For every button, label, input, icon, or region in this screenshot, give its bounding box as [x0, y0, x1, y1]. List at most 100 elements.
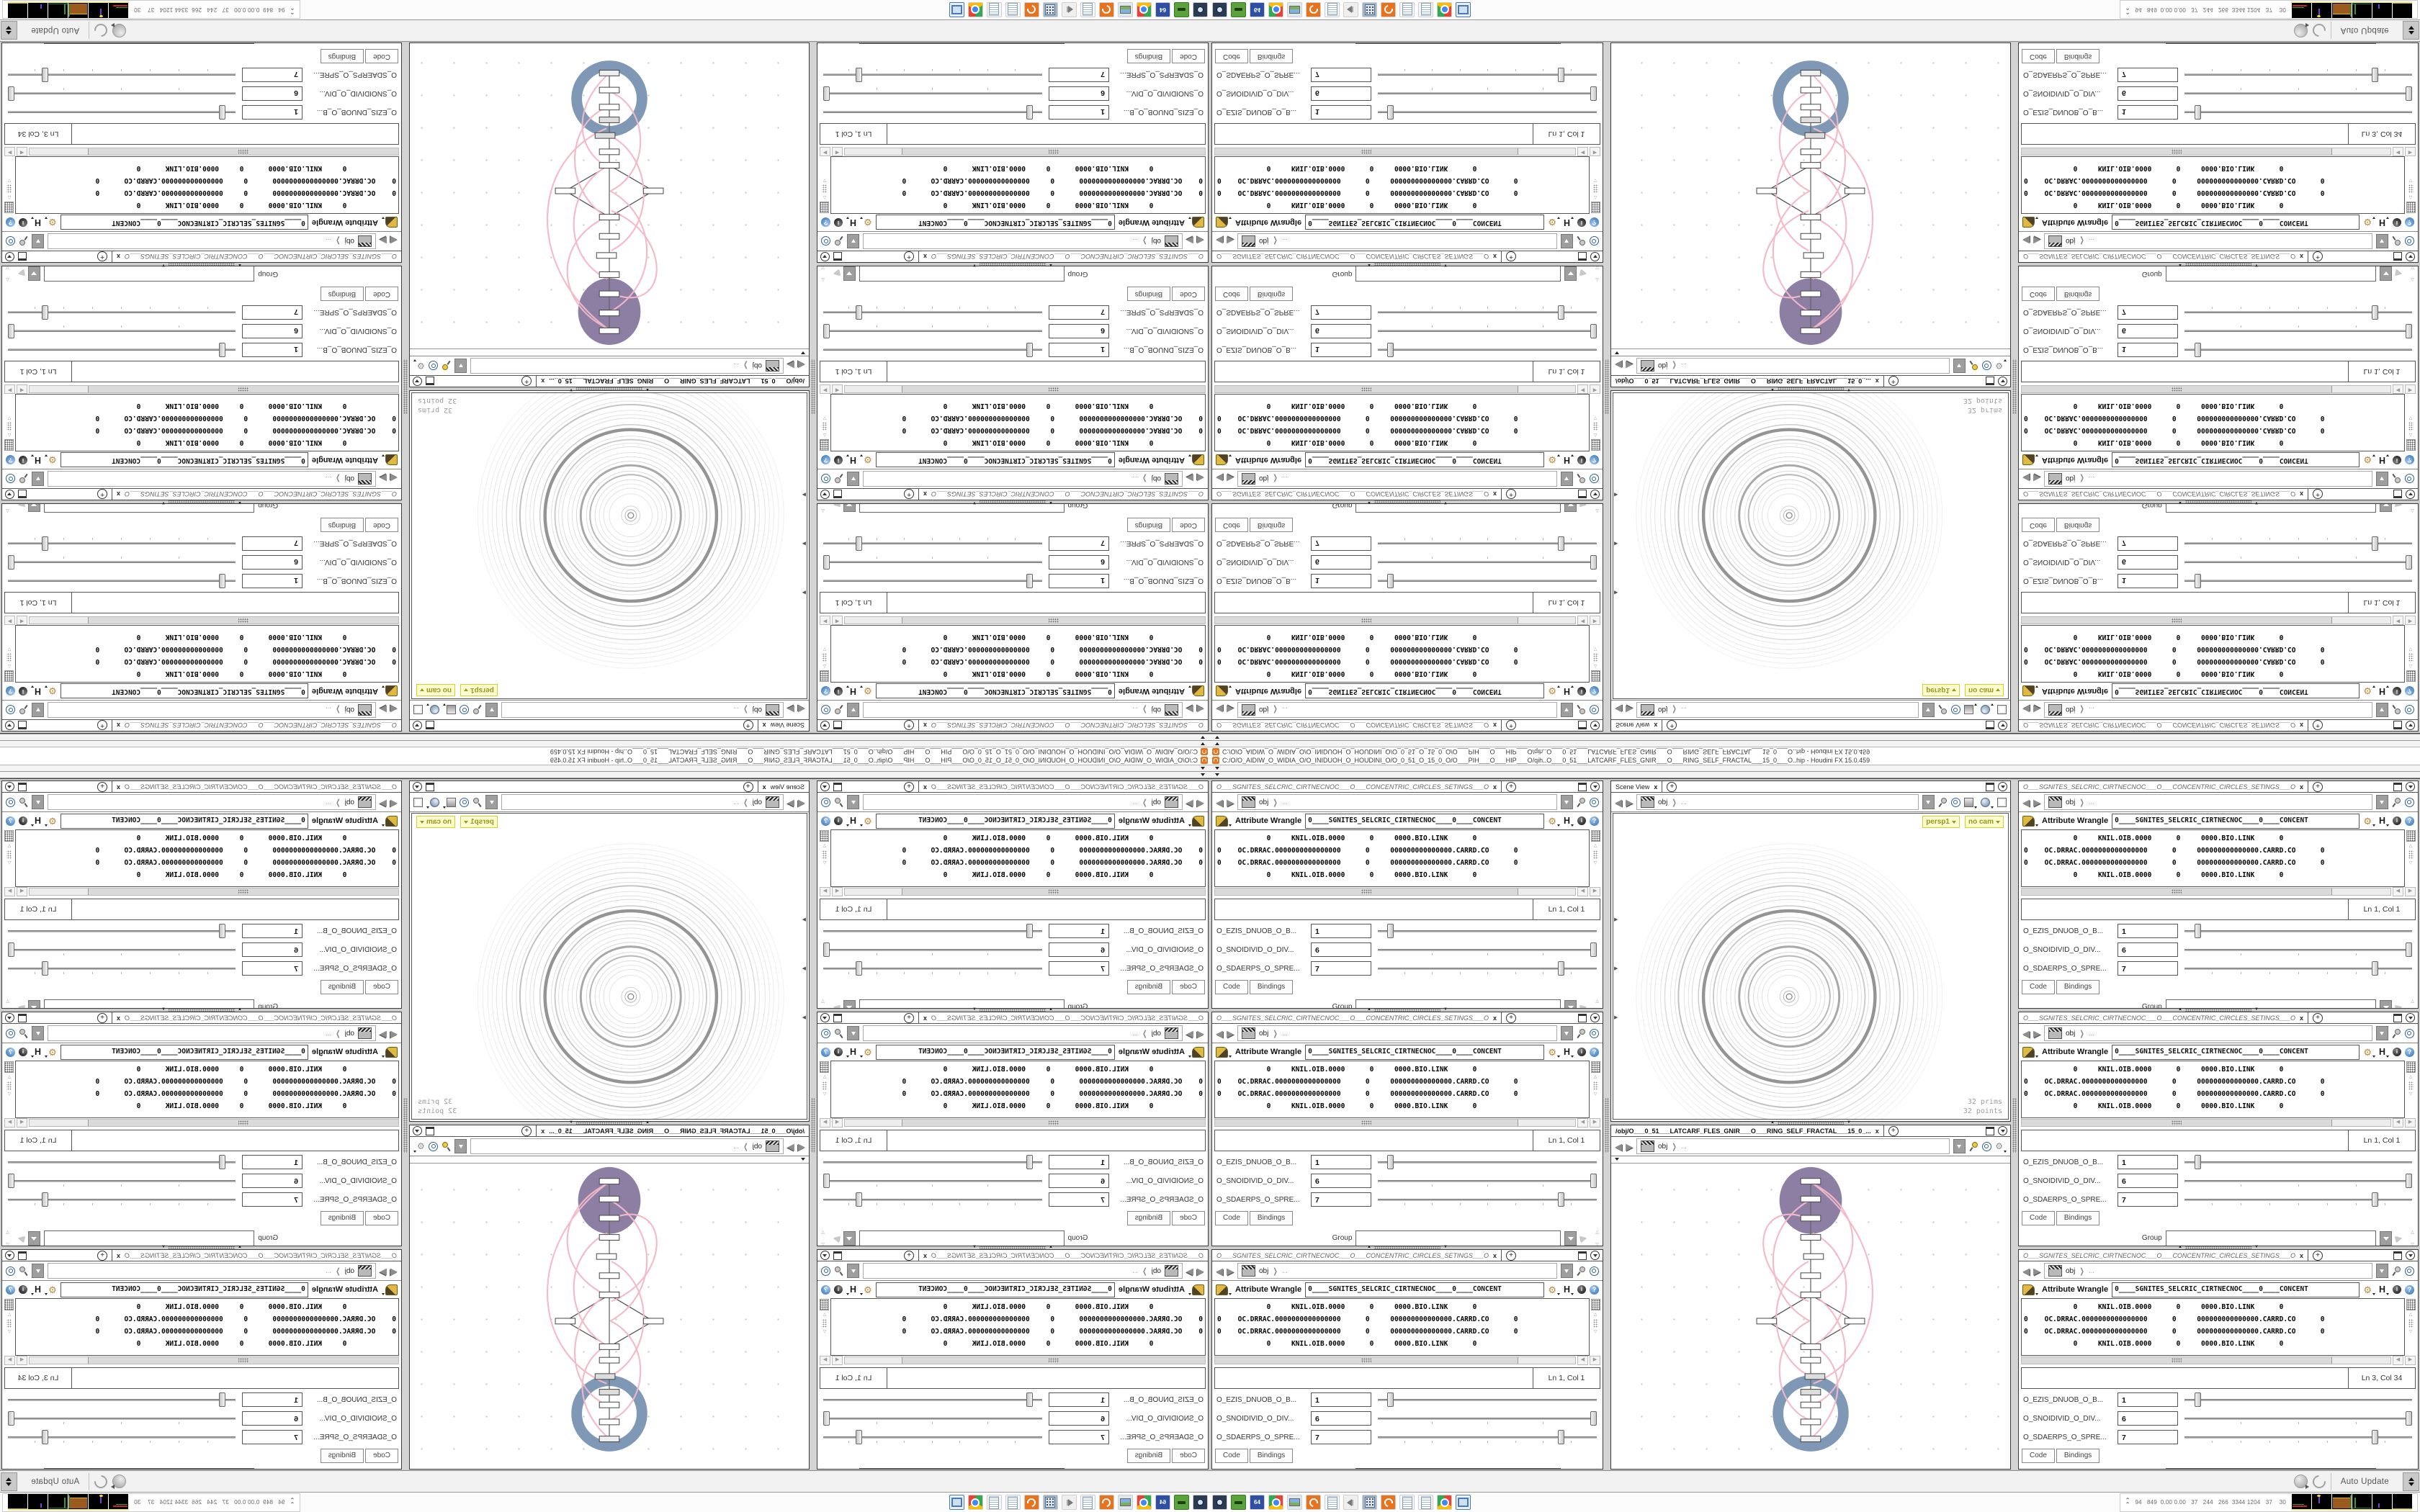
nav-forward-icon[interactable]: ▶ — [380, 235, 387, 247]
spreadsheet-rows[interactable]: 0 KNIL.OIB.0000 0 0000.BIO.LINK 0 0 OC.D… — [1214, 625, 1590, 683]
spreadsheet-hscrollbar[interactable]: ◀ ▶ — [2019, 384, 2418, 394]
pane-micro-scroll[interactable]: △▽ — [1595, 508, 1599, 513]
slider-handle[interactable] — [1590, 942, 1597, 957]
scene-viewport[interactable]: persp1 no cam ▶ ▶ ▶ 32 prims 32 points — [1613, 813, 2009, 1120]
param-slider[interactable] — [822, 1392, 1044, 1408]
hscroll-right-icon[interactable]: ▶ — [2405, 887, 2416, 896]
camera-badge[interactable]: persp1 — [460, 684, 498, 696]
path-dropdown-button[interactable] — [454, 359, 467, 373]
tab-close-icon[interactable]: x — [2299, 721, 2303, 729]
param-value-field[interactable]: 1 — [2118, 574, 2178, 588]
group-dropdown-icon[interactable] — [843, 266, 856, 282]
path-dropdown-button[interactable] — [32, 234, 44, 248]
node-type-caret-icon[interactable] — [382, 1056, 385, 1058]
nav-back-icon[interactable]: ◀ — [1216, 796, 1223, 808]
scroll-down-icon[interactable]: ▽ — [1593, 178, 1597, 182]
houdini-help-h-icon[interactable]: H — [1563, 217, 1570, 228]
tab-close-icon[interactable]: x — [2299, 1014, 2303, 1022]
vex-code-field[interactable] — [1214, 123, 1533, 145]
taskbar-calc-icon[interactable] — [1043, 1495, 1058, 1510]
breadcrumb-context[interactable]: obj — [1151, 474, 1161, 483]
group-field[interactable] — [859, 999, 1065, 1009]
new-tab-icon[interactable]: + — [1505, 1013, 1516, 1023]
hscroll-left-icon[interactable]: ◀ — [1577, 1356, 1588, 1365]
param-value-field[interactable]: 1 — [1311, 1155, 1371, 1169]
taskbar-floppy64-icon[interactable]: 64 — [1250, 2, 1265, 17]
spreadsheet-rows[interactable]: 0 KNIL.OIB.0000 0 0000.BIO.LINK 0 0 OC.D… — [1214, 1061, 1590, 1118]
network-hint-bar[interactable] — [1611, 1156, 2010, 1164]
pinned-pin-icon[interactable] — [442, 361, 451, 371]
node-type-caret-icon[interactable] — [1229, 217, 1232, 219]
param-slider[interactable] — [822, 104, 1044, 120]
no-cam-badge[interactable]: no cam — [1964, 816, 2004, 828]
tab-close-icon[interactable]: x — [1654, 721, 1658, 729]
pane-menu-icon[interactable] — [1590, 1013, 1600, 1022]
gear-icon[interactable]: ⚙ — [1548, 217, 1556, 228]
hscroll-left-icon[interactable]: ◀ — [832, 1118, 843, 1128]
path-dropdown-button[interactable] — [847, 234, 859, 248]
info-icon[interactable]: i — [1577, 816, 1586, 825]
tab-code[interactable]: Code — [1172, 980, 1205, 994]
taskbar-notepad-icon[interactable] — [1418, 2, 1433, 17]
radial-menu-icon[interactable] — [821, 797, 830, 807]
network-gear-icon[interactable]: ⚙ — [1995, 361, 2003, 371]
info-icon[interactable]: i — [1577, 456, 1586, 464]
spreadsheet-scrollbar[interactable]: △ ▽ — [1590, 625, 1600, 683]
nav-forward-icon[interactable]: ▶ — [380, 1265, 387, 1277]
hscroll-left-icon[interactable]: ◀ — [1577, 1118, 1588, 1128]
pinned-pin-icon[interactable] — [442, 1141, 451, 1151]
group-dropdown-icon[interactable] — [843, 1468, 856, 1470]
pin-icon[interactable] — [834, 1028, 843, 1038]
radial-menu-icon[interactable] — [2405, 236, 2414, 246]
param-slider[interactable] — [822, 1410, 1044, 1426]
houdini-help-h-icon[interactable]: H — [2378, 686, 2385, 696]
help-icon[interactable]: ? — [2405, 455, 2414, 465]
path-breadcrumb[interactable]: obj ❯ ... — [863, 1263, 1183, 1279]
group-pick-cursor-icon[interactable]: ▶ — [17, 1002, 26, 1009]
pane-splitter-handle[interactable] — [169, 262, 235, 266]
param-slider[interactable] — [2183, 342, 2414, 358]
slider-handle[interactable] — [2405, 942, 2412, 957]
new-tab-icon[interactable]: + — [2312, 782, 2323, 792]
spreadsheet-scrollbar[interactable]: △ ▽ — [4, 1298, 14, 1356]
vertical-splitter[interactable] — [2011, 42, 2018, 732]
node-name-field[interactable]: 0____SGNITES_SELCRIC_CIRTNECNOC____0____… — [60, 452, 308, 468]
taskbar-speaker-icon[interactable] — [1343, 1495, 1358, 1510]
group-dropdown-icon[interactable] — [1564, 266, 1577, 282]
tab-close-icon[interactable]: x — [117, 1014, 121, 1022]
spreadsheet-rows[interactable]: 0 KNIL.OIB.0000 0 0000.BIO.LINK 0 0 OC.D… — [830, 625, 1206, 683]
param-slider[interactable] — [822, 1429, 1044, 1445]
pane-menu-icon[interactable] — [820, 252, 830, 261]
nav-back-icon[interactable]: ◀ — [390, 1027, 398, 1039]
pane-maximize-icon[interactable] — [833, 252, 842, 261]
gear-icon[interactable]: ⚙ — [1548, 1046, 1556, 1058]
pane-menu-icon[interactable] — [820, 490, 830, 499]
param-slider[interactable] — [6, 1429, 237, 1445]
vex-code-field[interactable] — [2021, 123, 2349, 145]
param-value-field[interactable]: 1 — [1049, 924, 1109, 938]
param-value-field[interactable]: 1 — [1049, 574, 1109, 588]
pane-tab[interactable]: O___SGNITES_SELCRIC_CIRTNECNOC___O___CON… — [1212, 1012, 1502, 1023]
breadcrumb-context[interactable]: obj — [2066, 1266, 2076, 1275]
info-icon[interactable]: i — [2393, 816, 2401, 825]
nav-forward-icon[interactable]: ▶ — [380, 473, 387, 485]
pin-icon[interactable] — [834, 1266, 843, 1276]
pane-micro-scroll[interactable]: △▽ — [4, 42, 12, 45]
param-slider[interactable] — [1376, 67, 1598, 83]
breadcrumb-context[interactable]: obj — [344, 706, 354, 714]
group-pick-cursor-icon[interactable]: ▶ — [2394, 1002, 2403, 1009]
spreadsheet-hscrollbar[interactable]: ◀ ▶ — [1212, 1118, 1603, 1128]
hscroll-left-icon[interactable]: ◀ — [2393, 1118, 2403, 1128]
attribute-wrangle-icon[interactable] — [1192, 685, 1204, 697]
gear-icon[interactable]: ⚙ — [1548, 685, 1556, 697]
slider-handle[interactable] — [823, 1411, 830, 1426]
taskbar-chrome-icon[interactable] — [968, 1495, 983, 1510]
vertical-splitter[interactable] — [1603, 42, 1610, 732]
pin-icon[interactable] — [2392, 705, 2401, 715]
scroll-down-icon[interactable]: ▽ — [7, 178, 12, 182]
slider-handle[interactable] — [2371, 1192, 2378, 1207]
pin-icon[interactable] — [2392, 797, 2401, 807]
attribute-wrangle-icon[interactable] — [1216, 1046, 1228, 1058]
new-tab-icon[interactable]: + — [2312, 1013, 2323, 1023]
pane-maximize-icon[interactable] — [2393, 490, 2402, 498]
